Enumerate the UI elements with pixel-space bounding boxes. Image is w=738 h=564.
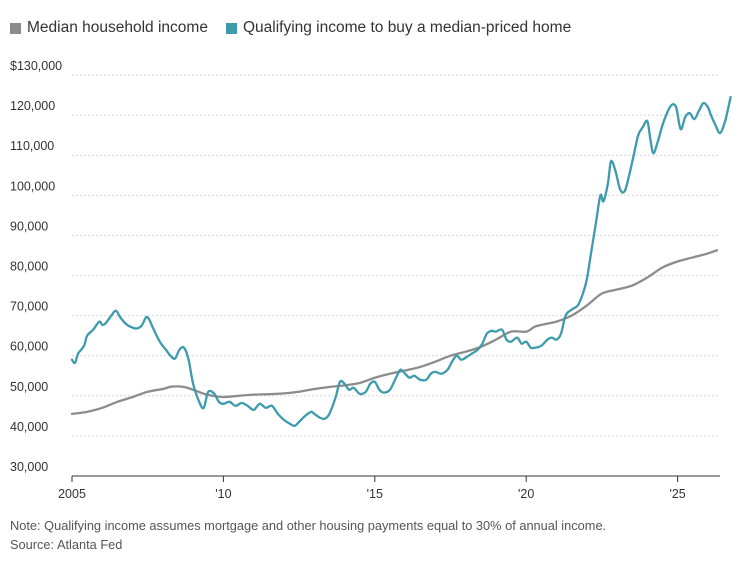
footer: Note: Qualifying income assumes mortgage… (10, 516, 606, 554)
y-tick-label: 90,000 (10, 219, 48, 233)
y-tick-label: 80,000 (10, 260, 48, 274)
legend: Median household income Qualifying incom… (10, 19, 589, 37)
x-tick-label: '25 (669, 487, 685, 501)
legend-item-median: Median household income (10, 19, 208, 37)
y-tick-label: 70,000 (10, 300, 48, 314)
legend-item-qualifying: Qualifying income to buy a median-priced… (225, 19, 572, 37)
y-tick-label: 60,000 (10, 340, 48, 354)
legend-swatch-qualifying (225, 22, 237, 34)
legend-label-qualifying: Qualifying income to buy a median-priced… (242, 19, 572, 36)
x-tick-label: '15 (367, 487, 383, 501)
qualifying-income-line (70, 95, 732, 428)
footnote: Note: Qualifying income assumes mortgage… (10, 518, 607, 533)
legend-label-median: Median household income (27, 19, 208, 36)
source-line: Source: Atlanta Fed (10, 537, 123, 552)
median-income-line (70, 249, 719, 415)
x-tick-label: 2005 (58, 487, 86, 501)
y-tick-label: 120,000 (10, 99, 55, 113)
y-tick-label: 30,000 (10, 460, 48, 474)
legend-swatch-median (10, 22, 21, 34)
x-tick-label: '10 (215, 487, 231, 501)
x-tick-label: '20 (518, 487, 534, 501)
y-tick-label: 40,000 (10, 420, 48, 434)
y-tick-label: 110,000 (10, 139, 54, 153)
y-tick-label: 100,000 (10, 179, 55, 193)
y-tick-label: $130,000 (10, 59, 62, 73)
y-tick-label: 50,000 (10, 380, 48, 394)
